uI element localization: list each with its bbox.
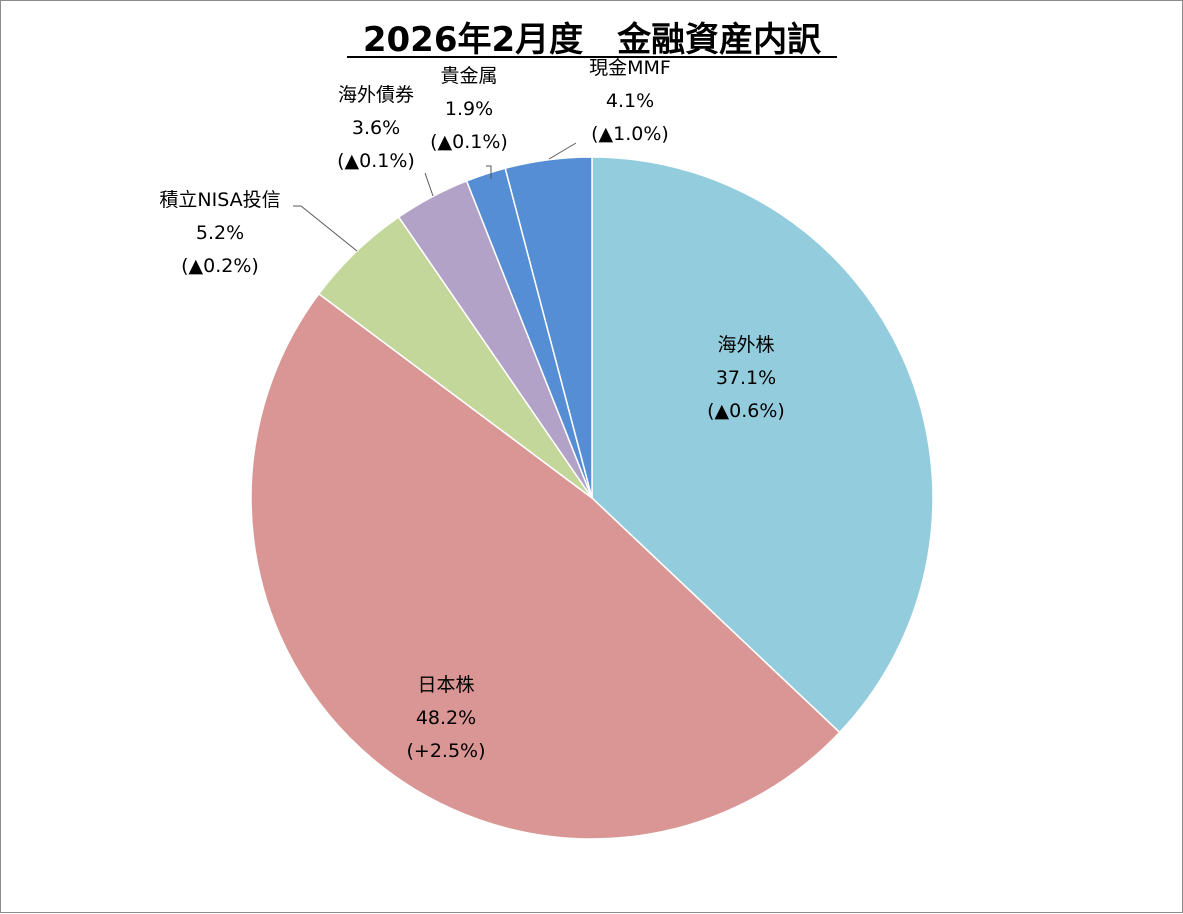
- slice-change-tsumitate-nisa: (▲0.2%): [181, 255, 259, 277]
- slice-label-genkin-mmf: 現金MMF: [589, 57, 671, 79]
- leader-line-kaigai-saiken: [424, 172, 434, 197]
- leader-line-tsumitate-nisa: [293, 205, 358, 252]
- chart-title: 2026年2月度 金融資産内訳: [363, 20, 822, 60]
- slice-change-kaigai-saiken: (▲0.1%): [337, 150, 415, 172]
- slice-change-nihon-kabu: (+2.5%): [406, 740, 485, 762]
- slice-label-nihon-kabu: 日本株: [417, 674, 474, 696]
- slice-percent-kaigai-kabu: 37.1%: [716, 367, 776, 389]
- slice-percent-nihon-kabu: 48.2%: [416, 707, 476, 729]
- slice-change-kaigai-kabu: (▲0.6%): [707, 400, 785, 422]
- pie-slice-nihon-kabu: [250, 293, 841, 840]
- slice-label-tsumitate-nisa: 積立NISA投信: [159, 189, 280, 211]
- slice-percent-kaigai-saiken: 3.6%: [352, 117, 400, 139]
- slice-change-kikinzoku: (▲0.1%): [430, 131, 508, 153]
- slice-percent-tsumitate-nisa: 5.2%: [196, 222, 244, 244]
- leader-line-genkin-mmf: [548, 142, 577, 160]
- slice-percent-genkin-mmf: 4.1%: [606, 90, 654, 112]
- slice-labels: 海外株 37.1% (▲0.6%) 日本株 48.2% (+2.5%) 積立NISA投信 5.…: [159, 57, 784, 762]
- slice-label-kikinzoku: 貴金属: [440, 65, 497, 87]
- slice-change-genkin-mmf: (▲1.0%): [591, 123, 669, 145]
- pie-slice-kaigai-kabu: [591, 156, 934, 734]
- leader-lines: [293, 142, 577, 252]
- slice-label-kaigai-kabu: 海外株: [717, 334, 774, 356]
- pie-slice-genkin-mmf: [504, 156, 593, 499]
- leader-line-kikinzoku: [486, 165, 492, 179]
- slice-percent-kikinzoku: 1.9%: [445, 98, 493, 120]
- slice-label-kaigai-saiken: 海外債券: [338, 84, 414, 106]
- pie-slices: [250, 156, 934, 840]
